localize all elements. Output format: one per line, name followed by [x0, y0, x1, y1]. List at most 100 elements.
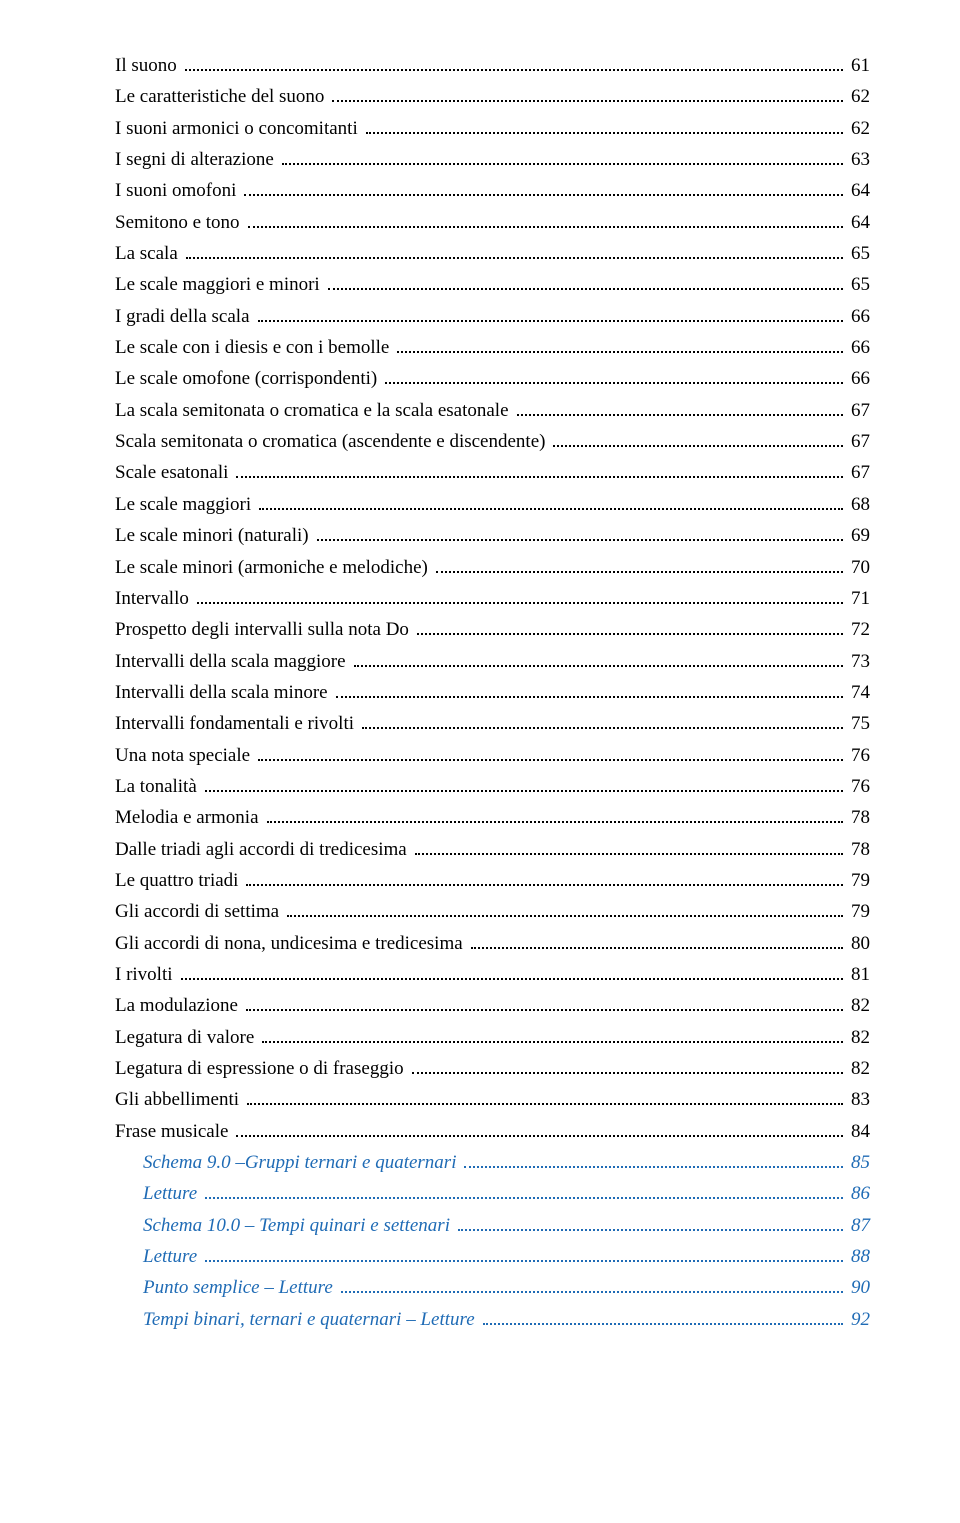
toc-leader-dots	[366, 131, 843, 134]
toc-entry-page: 76	[847, 740, 870, 771]
toc-entry: La scala semitonata o cromatica e la sca…	[115, 395, 870, 426]
toc-entry-title: Una nota speciale	[115, 740, 254, 771]
toc-entry-title: Letture	[115, 1178, 201, 1209]
toc-entry-page: 80	[847, 928, 870, 959]
toc-entry-page: 65	[847, 238, 870, 269]
toc-entry-title: I gradi della scala	[115, 301, 254, 332]
toc-entry-page: 79	[847, 865, 870, 896]
toc-entry-page: 86	[847, 1178, 870, 1209]
toc-entry-title: Intervalli della scala minore	[115, 677, 332, 708]
toc-entry-title: Intervalli della scala maggiore	[115, 646, 350, 677]
toc-entry-page: 64	[847, 207, 870, 238]
toc-entry-page: 71	[847, 583, 870, 614]
toc-entry-title: Scale esatonali	[115, 457, 232, 488]
toc-entry-title: Scala semitonata o cromatica (ascendente…	[115, 426, 549, 457]
toc-leader-dots	[341, 1290, 843, 1293]
toc-entry-page: 65	[847, 269, 870, 300]
toc-leader-dots	[328, 287, 843, 290]
toc-entry-page: 73	[847, 646, 870, 677]
toc-leader-dots	[246, 883, 843, 886]
toc-entry: Legatura di espressione o di fraseggio82	[115, 1053, 870, 1084]
toc-leader-dots	[553, 444, 843, 447]
toc-leader-dots	[185, 68, 843, 71]
toc-entry-title: La tonalità	[115, 771, 201, 802]
toc-entry: Le scale con i diesis e con i bemolle 66	[115, 332, 870, 363]
toc-entry: Schema 10.0 – Tempi quinari e settenari8…	[115, 1210, 870, 1241]
toc-entry: Punto semplice – Letture90	[115, 1272, 870, 1303]
toc-entry-title: Schema 9.0 –Gruppi ternari e quaternari	[115, 1147, 460, 1178]
toc-leader-dots	[282, 162, 843, 165]
toc-entry-title: Legatura di espressione o di fraseggio	[115, 1053, 408, 1084]
toc-leader-dots	[458, 1228, 843, 1231]
toc-entry: Gli accordi di nona, undicesima e tredic…	[115, 928, 870, 959]
toc-entry: Letture 86	[115, 1178, 870, 1209]
toc-entry-title: La scala semitonata o cromatica e la sca…	[115, 395, 513, 426]
toc-entry: Intervalli della scala maggiore 73	[115, 646, 870, 677]
toc-entry: I suoni armonici o concomitanti62	[115, 113, 870, 144]
toc-leader-dots	[205, 1196, 843, 1199]
toc-leader-dots	[205, 789, 843, 792]
toc-entry: Le scale maggiori e minori 65	[115, 269, 870, 300]
toc-entry: Gli abbellimenti83	[115, 1084, 870, 1115]
toc-leader-dots	[267, 820, 843, 823]
toc-entry: Scale esatonali67	[115, 457, 870, 488]
toc-entry: I rivolti81	[115, 959, 870, 990]
toc-entry-title: Le scale minori (naturali)	[115, 520, 313, 551]
toc-leader-dots	[332, 99, 843, 102]
toc-entry-title: Melodia e armonia	[115, 802, 263, 833]
toc-leader-dots	[181, 977, 843, 980]
toc-entry: Scala semitonata o cromatica (ascendente…	[115, 426, 870, 457]
toc-entry-title: Tempi binari, ternari e quaternari – Let…	[115, 1304, 479, 1335]
toc-leader-dots	[248, 225, 843, 228]
toc-entry-page: 66	[847, 332, 870, 363]
toc-entry: Melodia e armonia78	[115, 802, 870, 833]
toc-entry: La tonalità 76	[115, 771, 870, 802]
toc-entry: Schema 9.0 –Gruppi ternari e quaternari8…	[115, 1147, 870, 1178]
toc-leader-dots	[236, 475, 843, 478]
toc-entry-page: 62	[847, 81, 870, 112]
toc-entry-page: 63	[847, 144, 870, 175]
toc-entry-title: Le caratteristiche del suono	[115, 81, 328, 112]
toc-leader-dots	[236, 1134, 843, 1137]
toc-leader-dots	[197, 601, 843, 604]
toc-entry: Il suono61	[115, 50, 870, 81]
toc-entry: La modulazione82	[115, 990, 870, 1021]
toc-entry-page: 76	[847, 771, 870, 802]
toc-entry-page: 67	[847, 426, 870, 457]
toc-entry: I gradi della scala66	[115, 301, 870, 332]
toc-leader-dots	[417, 632, 843, 635]
toc-entry-title: Le scale maggiori e minori	[115, 269, 324, 300]
toc-entry-page: 82	[847, 1022, 870, 1053]
toc-leader-dots	[258, 319, 843, 322]
toc-entry: Dalle triadi agli accordi di tredicesima…	[115, 834, 870, 865]
toc-entry: Intervalli della scala minore 74	[115, 677, 870, 708]
toc-entry-page: 75	[847, 708, 870, 739]
toc-entry-page: 81	[847, 959, 870, 990]
toc-leader-dots	[336, 695, 843, 698]
toc-entry-title: I segni di alterazione	[115, 144, 278, 175]
toc-entry-page: 74	[847, 677, 870, 708]
toc-leader-dots	[259, 507, 843, 510]
toc-entry-title: Le quattro triadi	[115, 865, 242, 896]
toc-entry: Intervallo71	[115, 583, 870, 614]
toc-entry-title: Le scale maggiori	[115, 489, 255, 520]
toc-entry-title: La modulazione	[115, 990, 242, 1021]
toc-entry: I segni di alterazione 63	[115, 144, 870, 175]
toc-leader-dots	[517, 413, 843, 416]
toc-entry-title: Intervalli fondamentali e rivolti	[115, 708, 358, 739]
toc-entry: Le scale minori (armoniche e melodiche)7…	[115, 552, 870, 583]
toc-entry-page: 68	[847, 489, 870, 520]
toc-leader-dots	[385, 381, 843, 384]
toc-entry-page: 79	[847, 896, 870, 927]
toc-entry: Gli accordi di settima79	[115, 896, 870, 927]
toc-leader-dots	[317, 538, 843, 541]
toc-entry: Legatura di valore 82	[115, 1022, 870, 1053]
toc-entry-page: 66	[847, 363, 870, 394]
toc-entry: I suoni omofoni64	[115, 175, 870, 206]
toc-entry-title: Le scale con i diesis e con i bemolle	[115, 332, 393, 363]
toc-leader-dots	[471, 946, 843, 949]
toc-entry-title: Legatura di valore	[115, 1022, 258, 1053]
toc-leader-dots	[262, 1040, 843, 1043]
toc-entry: Una nota speciale 76	[115, 740, 870, 771]
toc-entry: Le scale maggiori 68	[115, 489, 870, 520]
